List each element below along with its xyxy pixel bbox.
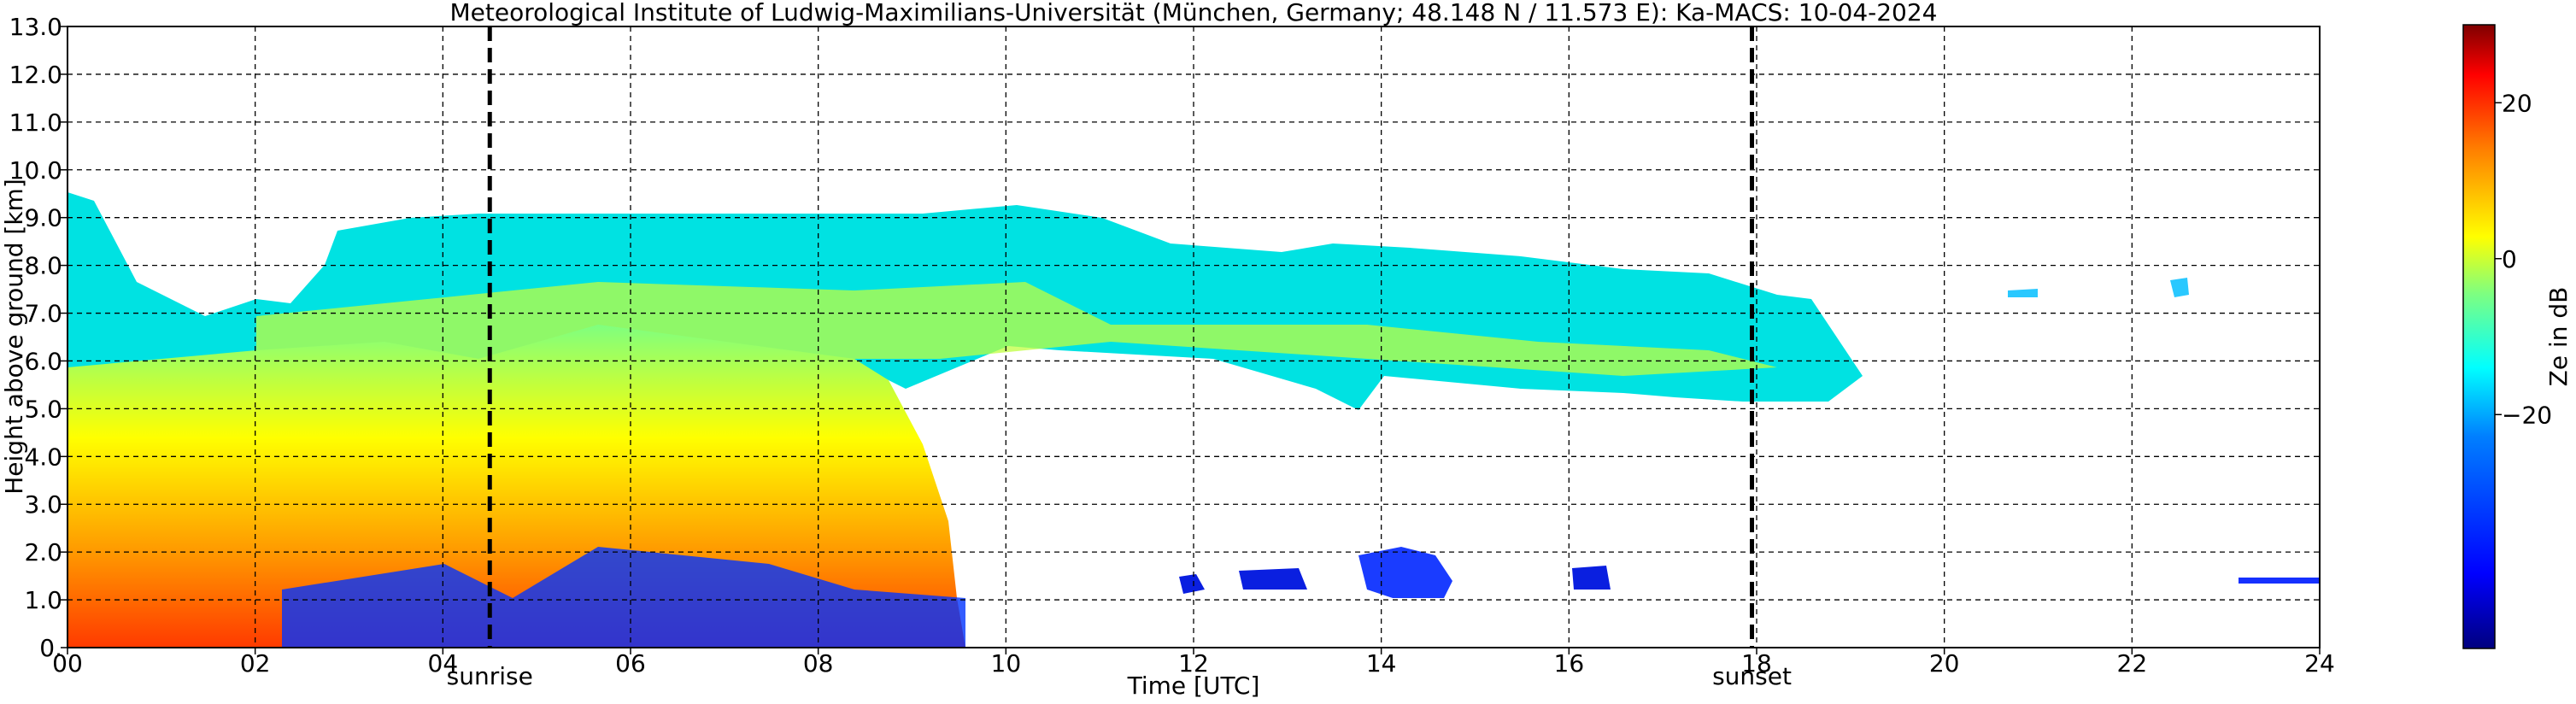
echo-field <box>67 192 2320 648</box>
x-tick-label: 00 <box>52 649 83 678</box>
x-tick-label: 24 <box>2304 649 2335 678</box>
y-tick-label: 7.0 <box>24 300 62 328</box>
x-tick-label: 08 <box>803 649 834 678</box>
y-tick-label: 9.0 <box>24 204 62 232</box>
sun-marker-label: sunrise <box>447 662 533 690</box>
x-tick-label: 20 <box>1929 649 1960 678</box>
colorbar: 20 0 −20 Ze in dB <box>2462 24 2573 649</box>
y-tick-label: 4.0 <box>24 443 62 471</box>
x-tick-label: 12 <box>1178 649 1209 678</box>
y-tick-label: 8.0 <box>24 252 62 280</box>
low-cloud-patch <box>1179 566 1611 594</box>
x-axis: 00 02 04 06 08 10 12 14 16 18 20 22 24 <box>52 648 2335 678</box>
y-tick-label: 11.0 <box>9 109 62 137</box>
y-tick-label: 12.0 <box>9 61 62 89</box>
x-tick-label: 18 <box>1741 649 1772 678</box>
y-tick-label: 13.0 <box>9 13 62 41</box>
isolated-echo <box>2008 278 2189 297</box>
isolated-echo <box>2239 578 2320 584</box>
x-tick-label: 06 <box>615 649 646 678</box>
y-axis: 0. 1.0 2.0 3.0 4.0 5.0 6.0 7.0 8.0 9.0 10.0 11.0 12.… <box>9 13 67 662</box>
sun-markers: sunrise sunset <box>447 26 1792 690</box>
y-axis-label: Height above ground [km] <box>0 179 28 495</box>
x-tick-label: 10 <box>991 649 1022 678</box>
x-tick-label: 16 <box>1554 649 1585 678</box>
x-axis-label: Time [UTC] <box>1127 672 1260 700</box>
x-tick-label: 14 <box>1366 649 1397 678</box>
x-tick-label: 22 <box>2117 649 2148 678</box>
y-tick-label: 2.0 <box>24 538 62 566</box>
x-tick-label: 02 <box>240 649 271 678</box>
low-cloud-patch <box>1358 547 1452 598</box>
grid-lines <box>67 26 2320 648</box>
y-tick-label: 1.0 <box>24 586 62 614</box>
x-tick-label: 04 <box>428 649 459 678</box>
colorbar-scale <box>2462 24 2496 649</box>
colorbar-tick-label: 0 <box>2502 245 2517 273</box>
colorbar-label: Ze in dB <box>2544 287 2573 387</box>
sun-marker-label: sunset <box>1712 662 1792 690</box>
precipitation-base <box>282 547 965 648</box>
colorbar-tick-label: 20 <box>2502 89 2532 117</box>
colorbar-ticks: 20 0 −20 <box>2495 89 2552 429</box>
y-tick-label: 3.0 <box>24 490 62 519</box>
colorbar-tick-label: −20 <box>2502 401 2552 429</box>
y-tick-label: 5.0 <box>24 395 62 423</box>
y-tick-label: 10.0 <box>9 156 62 185</box>
y-tick-label: 0. <box>39 634 62 662</box>
y-tick-label: 6.0 <box>24 347 62 375</box>
chart-title: Meteorological Institute of Ludwig-Maxim… <box>449 0 1937 26</box>
